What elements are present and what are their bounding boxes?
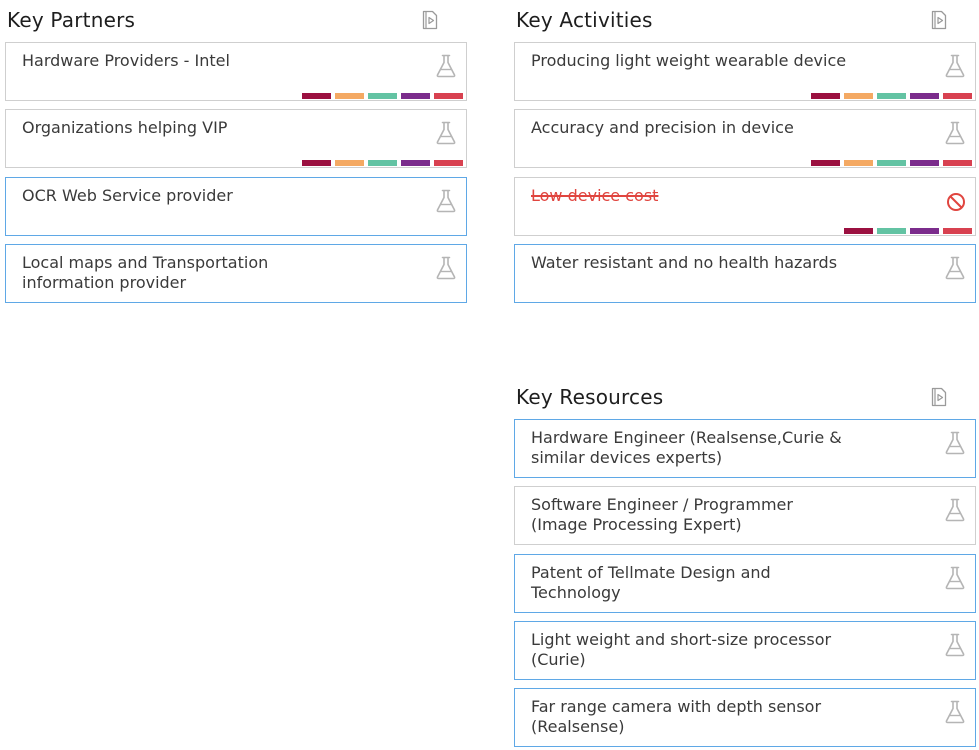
key-resources-title: Key Resources [516, 385, 664, 409]
card-text: Patent of Tellmate Design and Technology [531, 563, 771, 602]
tag-purple [401, 160, 430, 166]
flask-icon[interactable] [943, 565, 967, 591]
card-text: Accuracy and precision in device [531, 118, 794, 137]
tag-strip [811, 160, 972, 166]
tag-maroon [302, 160, 331, 166]
key-resources-card-5[interactable]: Far range camera with depth sensor (Real… [514, 688, 976, 747]
tag-maroon [811, 93, 840, 99]
tag-red [943, 93, 972, 99]
tag-strip [302, 93, 463, 99]
flask-icon[interactable] [434, 53, 458, 79]
flask-icon[interactable] [943, 120, 967, 146]
card-text: Hardware Providers - Intel [22, 51, 230, 70]
flask-icon[interactable] [434, 120, 458, 146]
key-resources-card-1[interactable]: Hardware Engineer (Realsense,Curie & sim… [514, 419, 976, 478]
card-text: Far range camera with depth sensor (Real… [531, 697, 822, 736]
tag-purple [401, 93, 430, 99]
key-activities-title: Key Activities [516, 8, 653, 32]
card-text: OCR Web Service provider [22, 186, 233, 205]
tag-orange [335, 93, 364, 99]
key-activities-card-1[interactable]: Producing light weight wearable device [514, 42, 976, 101]
key-resources-card-4[interactable]: Light weight and short-size processor (C… [514, 621, 976, 680]
tag-teal [877, 228, 906, 234]
card-text: Software Engineer / Programmer (Image Pr… [531, 495, 793, 534]
key-resources-section: Key Resources Hardware Engineer (Realsen… [514, 377, 976, 750]
card-text: Light weight and short-size processor (C… [531, 630, 832, 669]
flask-icon[interactable] [434, 255, 458, 281]
tag-maroon [844, 228, 873, 234]
no-entry-icon[interactable] [945, 191, 967, 213]
key-partners-card-1[interactable]: Hardware Providers - Intel [5, 42, 467, 101]
key-partners-title: Key Partners [7, 8, 136, 32]
tag-red [434, 160, 463, 166]
tag-strip [811, 93, 972, 99]
play-document-icon[interactable] [930, 10, 948, 30]
key-partners-card-3[interactable]: OCR Web Service provider [5, 177, 467, 236]
tag-orange [335, 160, 364, 166]
key-activities-card-2[interactable]: Accuracy and precision in device [514, 109, 976, 168]
tag-maroon [302, 93, 331, 99]
tag-maroon [811, 160, 840, 166]
card-text: Organizations helping VIP [22, 118, 228, 137]
card-text: Producing light weight wearable device [531, 51, 847, 70]
play-document-icon[interactable] [930, 387, 948, 407]
tag-orange [844, 93, 873, 99]
flask-icon[interactable] [943, 699, 967, 725]
tag-orange [844, 160, 873, 166]
flask-icon[interactable] [943, 255, 967, 281]
key-resources-card-3[interactable]: Patent of Tellmate Design and Technology [514, 554, 976, 613]
key-activities-card-4[interactable]: Water resistant and no health hazards [514, 244, 976, 303]
card-text: Water resistant and no health hazards [531, 253, 838, 272]
tag-teal [368, 160, 397, 166]
tag-red [943, 160, 972, 166]
key-partners-section: Key Partners Hardware Providers - Intel … [5, 0, 467, 310]
tag-strip [302, 160, 463, 166]
key-activities-card-3[interactable]: Low device cost [514, 177, 976, 236]
key-resources-card-2[interactable]: Software Engineer / Programmer (Image Pr… [514, 486, 976, 545]
key-partners-card-2[interactable]: Organizations helping VIP [5, 109, 467, 168]
tag-teal [877, 160, 906, 166]
tag-purple [910, 93, 939, 99]
flask-icon[interactable] [434, 188, 458, 214]
card-text: Local maps and Transportation informatio… [22, 253, 269, 292]
flask-icon[interactable] [943, 497, 967, 523]
tag-teal [368, 93, 397, 99]
tag-red [943, 228, 972, 234]
tag-teal [877, 93, 906, 99]
tag-red [434, 93, 463, 99]
card-text: Hardware Engineer (Realsense,Curie & sim… [531, 428, 842, 467]
key-partners-card-4[interactable]: Local maps and Transportation informatio… [5, 244, 467, 303]
play-document-icon[interactable] [421, 10, 439, 30]
tag-strip [844, 228, 972, 234]
flask-icon[interactable] [943, 632, 967, 658]
flask-icon[interactable] [943, 53, 967, 79]
card-text-struck: Low device cost [531, 186, 659, 205]
tag-purple [910, 160, 939, 166]
key-activities-section: Key Activities Producing light weight we… [514, 0, 976, 310]
tag-purple [910, 228, 939, 234]
flask-icon[interactable] [943, 430, 967, 456]
